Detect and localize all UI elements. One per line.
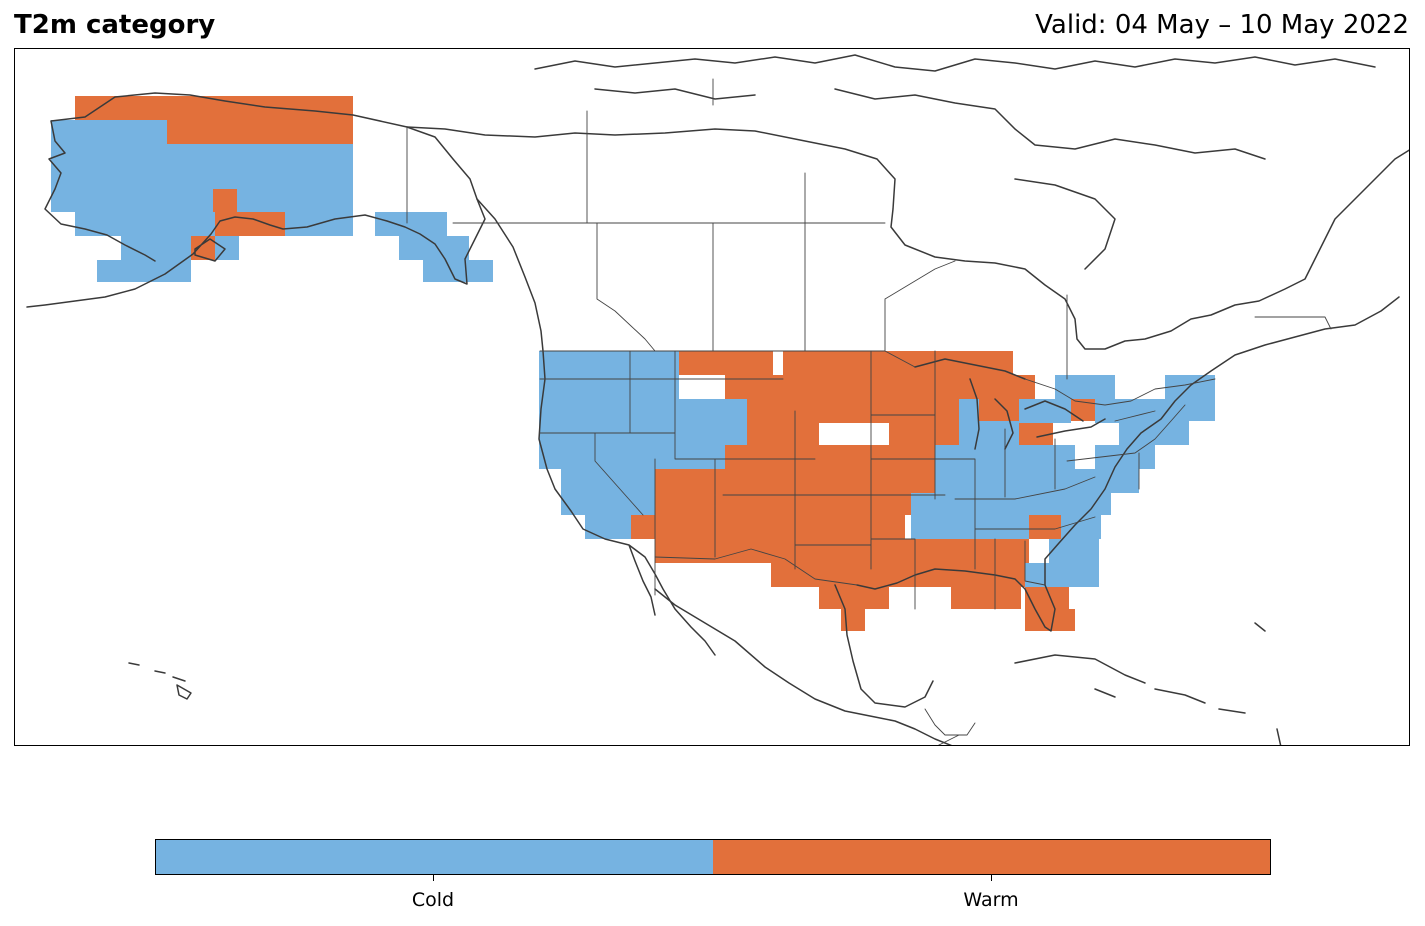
warm-cell — [783, 351, 1013, 375]
map-panel[interactable] — [14, 48, 1410, 746]
cold-cell — [655, 423, 725, 447]
colorbar-label-cold: Cold — [411, 889, 455, 911]
warm-cell — [655, 493, 945, 515]
category-cells — [51, 96, 1215, 631]
cold-cell — [585, 515, 631, 539]
cold-cell — [1055, 375, 1115, 399]
cold-cell — [423, 260, 493, 282]
warm-cell — [1029, 515, 1061, 539]
us-state-lines — [539, 350, 1186, 610]
map-title: T2m category — [14, 10, 216, 40]
cold-cell — [1119, 469, 1139, 493]
colorbar — [155, 839, 1271, 875]
colorbar-tick-cold — [433, 875, 434, 881]
cold-cell — [51, 120, 167, 144]
warm-cell — [167, 120, 353, 144]
warm-cell — [75, 96, 353, 120]
great-lakes — [914, 358, 1106, 450]
cold-cell — [935, 469, 1119, 493]
cold-cell — [1119, 421, 1189, 445]
warm-cell — [889, 375, 989, 399]
cold-cell — [237, 189, 353, 212]
warm-cell — [819, 587, 889, 609]
valid-date-range: Valid: 04 May – 10 May 2022 — [1035, 10, 1409, 40]
cold-cell — [51, 144, 353, 167]
colorbar-segment-warm — [713, 840, 1270, 874]
warm-cell — [655, 539, 905, 563]
mexico-lines — [654, 548, 976, 745]
cold-cell — [1049, 563, 1099, 587]
cold-cell — [911, 493, 1111, 515]
warm-cell — [679, 351, 773, 375]
cold-cell — [959, 399, 979, 423]
arctic-coastline — [406, 126, 1409, 350]
cold-cell — [51, 167, 353, 189]
canada-province-lines — [406, 78, 1332, 380]
gulf-east-coastline — [654, 296, 1400, 745]
us-canada-border — [452, 222, 1216, 406]
colorbar-tick-warm — [991, 875, 992, 881]
cold-cell — [561, 469, 655, 493]
warm-cell — [1071, 399, 1095, 421]
colorbar-segment-cold — [156, 840, 713, 874]
cold-cell — [539, 399, 725, 423]
alaska-coastline — [26, 92, 486, 308]
hawaii-islands — [128, 662, 192, 700]
caribbean-islands — [1014, 622, 1282, 745]
warm-cell — [655, 515, 905, 539]
warm-cell — [747, 399, 819, 445]
warm-cell — [951, 587, 1021, 609]
cold-cell — [51, 189, 213, 212]
warm-cell — [1025, 587, 1069, 609]
colorbar-label-warm: Warm — [963, 889, 1019, 911]
warm-cell — [213, 189, 237, 212]
warm-cell — [631, 515, 655, 539]
arctic-islands — [534, 54, 1376, 270]
warm-cell — [655, 469, 955, 493]
warm-cell — [215, 212, 285, 236]
cold-cell — [679, 447, 725, 469]
cold-cell — [561, 493, 655, 515]
cold-cell — [1095, 445, 1155, 469]
cold-cell — [1049, 539, 1099, 563]
warm-cell — [905, 563, 1025, 587]
cold-cell — [1165, 375, 1215, 421]
cold-cell — [399, 236, 469, 260]
map-outlines — [26, 54, 1409, 745]
cold-cell — [375, 212, 447, 236]
warm-cell — [725, 445, 955, 469]
cold-cell — [539, 447, 679, 469]
west-coastline — [476, 198, 716, 656]
cold-cell — [539, 351, 679, 375]
warm-cell — [1025, 609, 1075, 631]
map-canvas — [26, 54, 1409, 745]
cold-cell — [1019, 399, 1071, 423]
cold-cell — [97, 260, 191, 282]
warm-cell — [1009, 375, 1035, 399]
warm-cell — [889, 399, 959, 445]
cold-cell — [911, 515, 961, 539]
